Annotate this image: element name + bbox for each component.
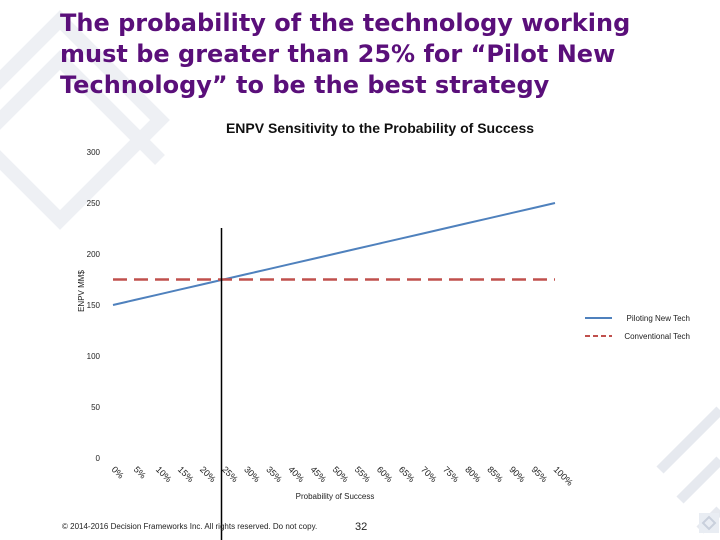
x-tick-label: 100% — [552, 464, 575, 487]
x-tick-label: 65% — [397, 464, 417, 484]
y-tick-label: 200 — [87, 250, 101, 259]
x-tick-label: 80% — [463, 464, 483, 484]
y-tick-label: 100 — [87, 352, 101, 361]
y-tick-label: 250 — [87, 199, 101, 208]
x-tick-label: 20% — [198, 464, 218, 484]
x-tick-label: 5% — [132, 464, 148, 480]
series-line-piloting-new-tech — [112, 202, 556, 306]
y-tick-label: 0 — [96, 454, 101, 463]
slide-title: The probability of the technology workin… — [60, 9, 631, 99]
x-tick-label: 70% — [419, 464, 439, 484]
x-tick-label: 25% — [220, 464, 240, 484]
x-tick-label: 55% — [353, 464, 373, 484]
x-tick-label: 35% — [264, 464, 284, 484]
x-axis-label: Probability of Success — [296, 492, 375, 501]
y-tick-label: 300 — [87, 148, 101, 157]
x-tick-label: 95% — [529, 464, 549, 484]
page-number: 32 — [355, 521, 368, 533]
y-axis-label: ENPV MM$ — [77, 270, 86, 312]
x-tick-label: 0% — [110, 464, 126, 480]
logo-icon — [699, 513, 719, 533]
chart-title: ENPV Sensitivity to the Probability of S… — [226, 120, 534, 136]
copyright-notice: © 2014-2016 Decision Frameworks Inc. All… — [62, 522, 318, 531]
x-tick-label: 60% — [375, 464, 395, 484]
x-tick-label: 90% — [507, 464, 527, 484]
x-tick-label: 10% — [154, 464, 174, 484]
x-tick-label: 45% — [308, 464, 328, 484]
y-tick-label: 150 — [87, 301, 101, 310]
x-tick-label: 50% — [331, 464, 351, 484]
legend-label: Conventional Tech — [624, 332, 690, 341]
x-tick-label: 75% — [441, 464, 461, 484]
x-tick-label: 85% — [485, 464, 505, 484]
legend-label: Piloting New Tech — [627, 314, 690, 323]
x-tick-label: 40% — [286, 464, 306, 484]
y-tick-label: 50 — [91, 403, 100, 412]
x-tick-label: 15% — [176, 464, 196, 484]
x-tick-label: 30% — [242, 464, 262, 484]
